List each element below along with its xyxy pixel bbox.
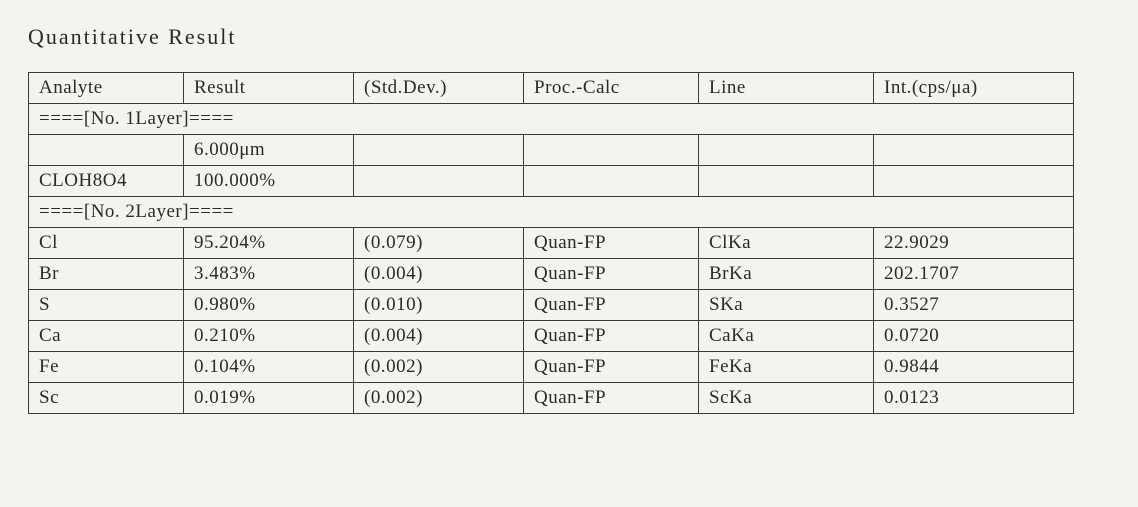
cell-result: 0.104%	[184, 352, 354, 383]
cell-analyte: Sc	[29, 383, 184, 414]
cell-stddev: (0.079)	[354, 228, 524, 259]
col-proccalc: Proc.-Calc	[524, 73, 699, 104]
section-2-label: ====[No. 2Layer]====	[29, 197, 1074, 228]
cell-stddev: (0.004)	[354, 321, 524, 352]
cell-line: FeKa	[699, 352, 874, 383]
table-row: Br 3.483% (0.004) Quan-FP BrKa 202.1707	[29, 259, 1074, 290]
table-row: CLOH8O4 100.000%	[29, 166, 1074, 197]
section-1-label-row: ====[No. 1Layer]====	[29, 104, 1074, 135]
cell-stddev: (0.010)	[354, 290, 524, 321]
cell-stddev	[354, 166, 524, 197]
cell-intensity: 0.3527	[874, 290, 1074, 321]
cell-line: ScKa	[699, 383, 874, 414]
cell-intensity: 0.0720	[874, 321, 1074, 352]
col-result: Result	[184, 73, 354, 104]
cell-result: 100.000%	[184, 166, 354, 197]
cell-intensity: 0.9844	[874, 352, 1074, 383]
cell-intensity: 202.1707	[874, 259, 1074, 290]
cell-intensity	[874, 166, 1074, 197]
cell-result: 6.000μm	[184, 135, 354, 166]
cell-intensity	[874, 135, 1074, 166]
cell-result: 0.019%	[184, 383, 354, 414]
cell-analyte: S	[29, 290, 184, 321]
col-stddev: (Std.Dev.)	[354, 73, 524, 104]
cell-line: ClKa	[699, 228, 874, 259]
cell-proccalc	[524, 166, 699, 197]
cell-line: SKa	[699, 290, 874, 321]
table-row: Sc 0.019% (0.002) Quan-FP ScKa 0.0123	[29, 383, 1074, 414]
cell-analyte	[29, 135, 184, 166]
cell-analyte: Cl	[29, 228, 184, 259]
cell-result: 95.204%	[184, 228, 354, 259]
cell-proccalc: Quan-FP	[524, 321, 699, 352]
cell-intensity: 0.0123	[874, 383, 1074, 414]
cell-stddev: (0.004)	[354, 259, 524, 290]
cell-result: 3.483%	[184, 259, 354, 290]
cell-proccalc	[524, 135, 699, 166]
cell-analyte: Fe	[29, 352, 184, 383]
cell-analyte: Br	[29, 259, 184, 290]
cell-proccalc: Quan-FP	[524, 228, 699, 259]
col-line: Line	[699, 73, 874, 104]
cell-line: CaKa	[699, 321, 874, 352]
table-row: Fe 0.104% (0.002) Quan-FP FeKa 0.9844	[29, 352, 1074, 383]
cell-analyte: CLOH8O4	[29, 166, 184, 197]
table-row: S 0.980% (0.010) Quan-FP SKa 0.3527	[29, 290, 1074, 321]
page-title: Quantitative Result	[28, 24, 1110, 50]
table-row: Cl 95.204% (0.079) Quan-FP ClKa 22.9029	[29, 228, 1074, 259]
table-row: Ca 0.210% (0.004) Quan-FP CaKa 0.0720	[29, 321, 1074, 352]
cell-result: 0.980%	[184, 290, 354, 321]
table-header-row: Analyte Result (Std.Dev.) Proc.-Calc Lin…	[29, 73, 1074, 104]
cell-proccalc: Quan-FP	[524, 352, 699, 383]
cell-proccalc: Quan-FP	[524, 259, 699, 290]
section-2-label-row: ====[No. 2Layer]====	[29, 197, 1074, 228]
cell-analyte: Ca	[29, 321, 184, 352]
cell-line: BrKa	[699, 259, 874, 290]
section-1-label: ====[No. 1Layer]====	[29, 104, 1074, 135]
cell-stddev: (0.002)	[354, 383, 524, 414]
cell-stddev	[354, 135, 524, 166]
results-table: Analyte Result (Std.Dev.) Proc.-Calc Lin…	[28, 72, 1074, 414]
table-row: 6.000μm	[29, 135, 1074, 166]
cell-proccalc: Quan-FP	[524, 290, 699, 321]
cell-line	[699, 166, 874, 197]
cell-intensity: 22.9029	[874, 228, 1074, 259]
cell-stddev: (0.002)	[354, 352, 524, 383]
col-analyte: Analyte	[29, 73, 184, 104]
cell-proccalc: Quan-FP	[524, 383, 699, 414]
col-intensity: Int.(cps/μa)	[874, 73, 1074, 104]
cell-line	[699, 135, 874, 166]
cell-result: 0.210%	[184, 321, 354, 352]
